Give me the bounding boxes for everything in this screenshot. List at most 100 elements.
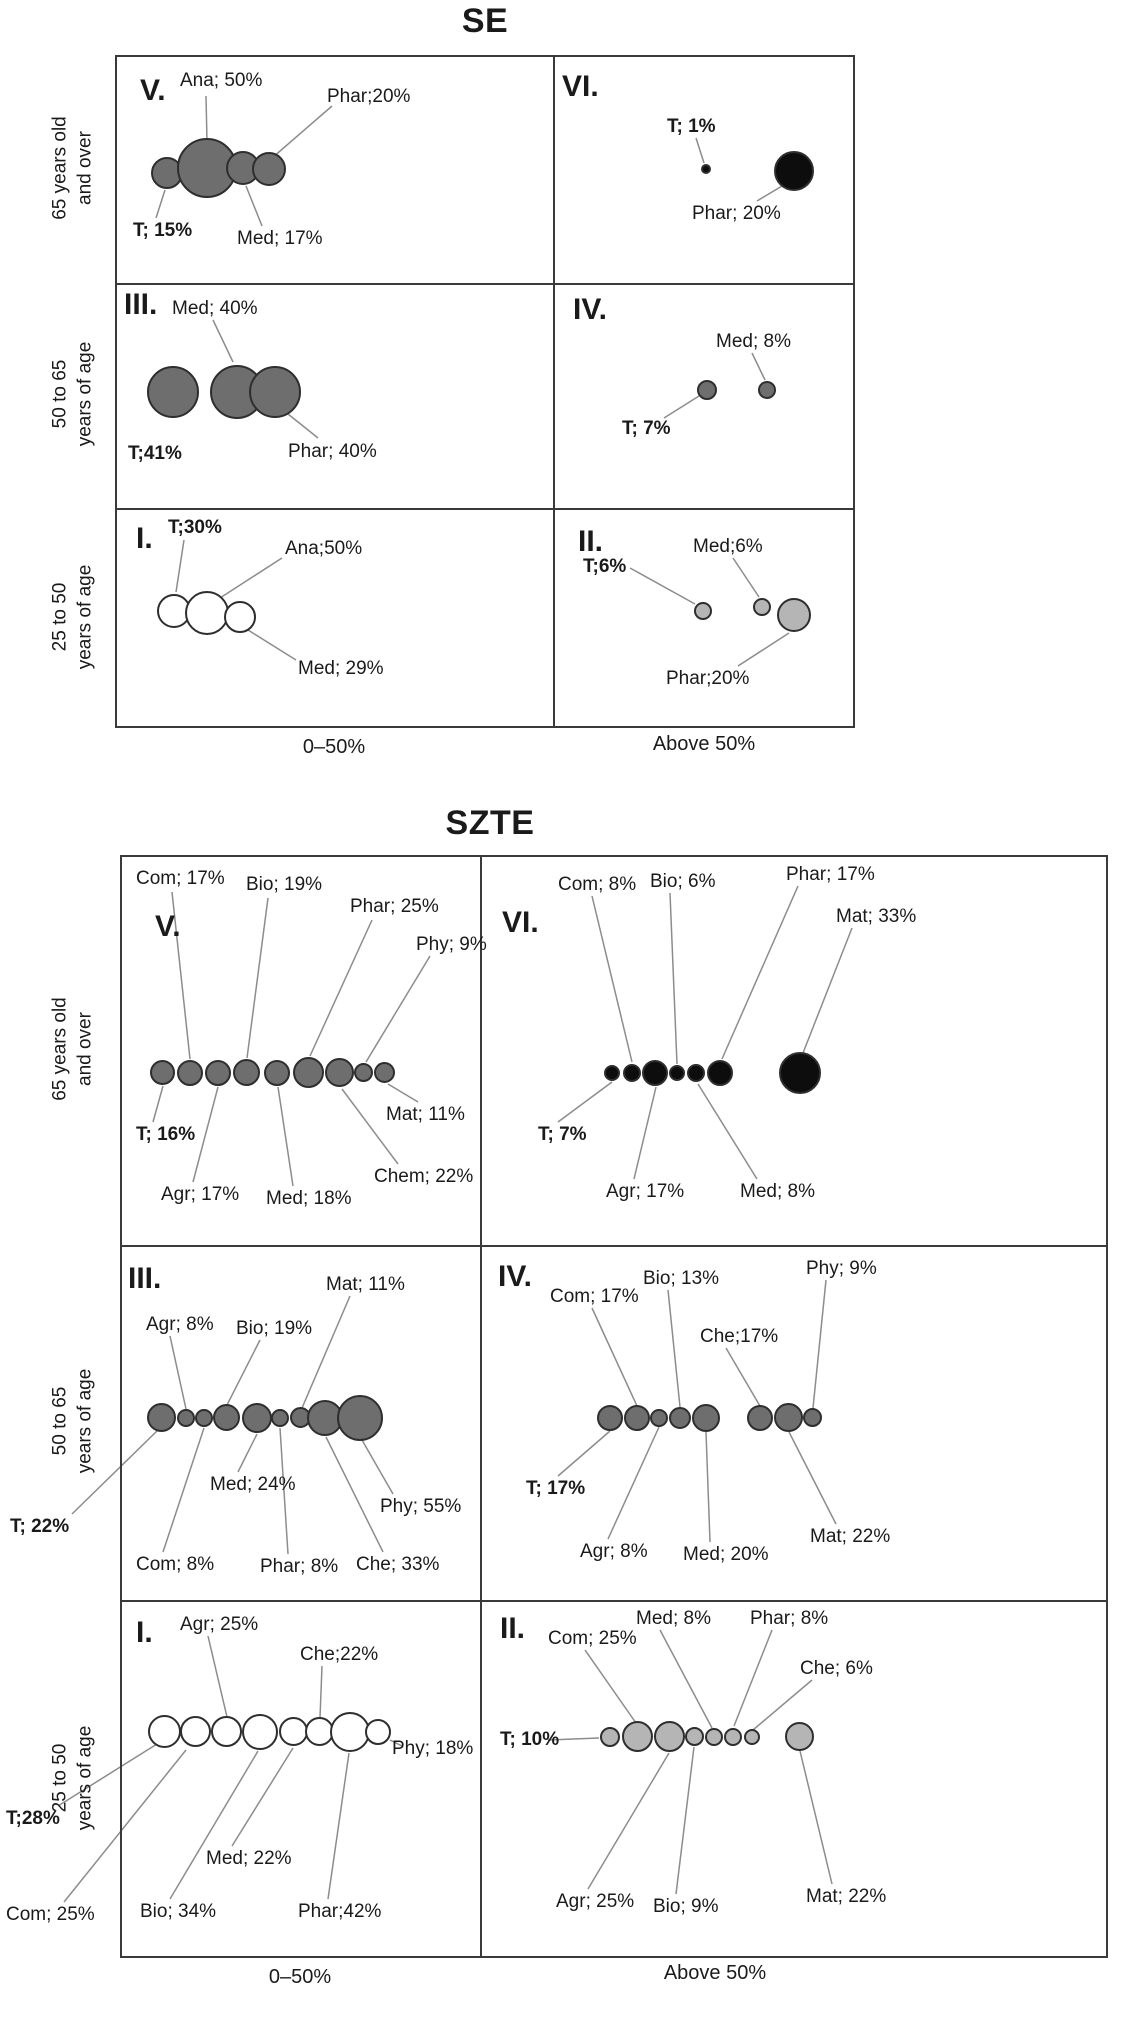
szte-quadrant-iv: IV.	[498, 1260, 532, 1293]
bubble-szte-ii-phar	[724, 1728, 742, 1746]
bubble-szte-iii-com	[195, 1409, 213, 1427]
bubble-szte-iv-mat	[774, 1403, 803, 1432]
bubble-szte-v-phar	[293, 1057, 324, 1088]
se-y-axis-label-row2: 50 to 65 years of age	[49, 341, 96, 447]
bubble-szte-i-agr	[211, 1716, 242, 1747]
bubble-szte-vi-phar	[707, 1060, 733, 1086]
label-szte-ii-agr: Agr; 25%	[556, 1891, 635, 1912]
bubble-szte-i-bio	[242, 1714, 278, 1750]
bubble-szte-v-phy	[354, 1063, 373, 1082]
bubble-szte-v-chem	[325, 1058, 354, 1087]
bubble-se-vi-phar	[774, 151, 814, 191]
label-szte-vi-mat: Mat; 33%	[836, 906, 917, 927]
bubble-szte-vi-com	[623, 1064, 641, 1082]
label-szte-iii-che: Che; 33%	[356, 1554, 440, 1575]
bubble-szte-vi-mat	[779, 1052, 821, 1094]
bubble-szte-vi-t	[604, 1065, 620, 1081]
bubble-se-iii-phar	[249, 366, 301, 418]
szte-quadrant-iii: III.	[128, 1262, 162, 1295]
bubble-se-ii-t	[694, 602, 712, 620]
szte-row-divider-2	[120, 1600, 1108, 1602]
label-se-v-phar: Phar;20%	[327, 86, 411, 107]
bubble-se-i-ana	[185, 591, 229, 635]
se-quadrant-v: V.	[140, 74, 166, 107]
bubble-szte-iv-agr	[650, 1409, 668, 1427]
bubble-szte-i-phar	[330, 1712, 370, 1752]
label-se-iv-med: Med; 8%	[716, 331, 791, 352]
bubble-szte-ii-agr	[654, 1721, 685, 1752]
se-quadrant-i: I.	[136, 522, 153, 555]
label-se-v-t: T; 15%	[133, 220, 193, 241]
bubble-szte-iv-t	[597, 1405, 623, 1431]
bubble-szte-ii-com	[622, 1721, 653, 1752]
label-se-v-med: Med; 17%	[237, 228, 323, 249]
label-se-ii-phar: Phar;20%	[666, 668, 750, 689]
bubble-se-ii-med	[753, 598, 771, 616]
label-szte-v-phy: Phy; 9%	[416, 934, 487, 955]
label-se-i-t: T;30%	[168, 517, 222, 538]
label-szte-iii-agr: Agr; 8%	[146, 1314, 214, 1335]
label-se-vi-t: T; 1%	[667, 116, 716, 137]
label-szte-i-com: Com; 25%	[6, 1904, 95, 1925]
label-szte-i-phar: Phar;42%	[298, 1901, 382, 1922]
se-x-axis-label-right: Above 50%	[652, 733, 756, 755]
bubble-szte-v-med	[264, 1060, 290, 1086]
label-szte-ii-t: T; 10%	[500, 1729, 560, 1750]
bubble-szte-vi-med	[687, 1064, 705, 1082]
label-szte-ii-med: Med; 8%	[636, 1608, 711, 1629]
label-szte-v-t: T; 16%	[136, 1124, 196, 1145]
label-se-vi-phar: Phar; 20%	[692, 203, 781, 224]
bubble-se-ii-phar	[777, 598, 811, 632]
se-y-axis-label-row1: 65 years old and over	[49, 116, 96, 220]
label-szte-iii-mat: Mat; 11%	[326, 1274, 405, 1295]
bubble-szte-iv-phy	[803, 1408, 822, 1427]
szte-y-axis-label-row2: 50 to 65 years of age	[49, 1368, 96, 1474]
se-quadrant-iv: IV.	[573, 293, 607, 326]
szte-quadrant-vi: VI.	[502, 906, 539, 939]
label-szte-ii-phar: Phar; 8%	[750, 1608, 829, 1629]
label-szte-iii-bio: Bio; 19%	[236, 1318, 313, 1339]
se-y-axis-label-row3: 25 to 50 years of age	[49, 564, 96, 670]
label-szte-v-med: Med; 18%	[266, 1188, 352, 1209]
chart-title-szte: SZTE	[445, 804, 535, 842]
label-se-ii-t: T;6%	[583, 556, 627, 577]
label-szte-v-com: Com; 17%	[136, 868, 225, 889]
szte-x-axis-label-left: 0–50%	[268, 1966, 332, 1988]
bubble-se-iv-t	[697, 380, 717, 400]
bubble-szte-i-t	[148, 1715, 181, 1748]
se-quadrant-iii: III.	[124, 288, 158, 321]
bubble-szte-i-phy	[365, 1719, 391, 1745]
bubble-szte-iii-phar	[271, 1409, 289, 1427]
bubble-szte-iii-bio	[213, 1404, 240, 1431]
label-se-iv-t: T; 7%	[622, 418, 671, 439]
bubble-szte-iv-com	[624, 1405, 650, 1431]
label-szte-vi-agr: Agr; 17%	[606, 1181, 685, 1202]
label-szte-iii-med: Med; 24%	[210, 1474, 296, 1495]
label-se-iii-phar: Phar; 40%	[288, 441, 377, 462]
bubble-szte-iii-agr	[177, 1409, 195, 1427]
bubble-szte-vi-agr	[642, 1060, 668, 1086]
bubble-szte-v-t	[150, 1060, 175, 1085]
label-se-iii-med: Med; 40%	[172, 298, 258, 319]
chart-title-se: SE	[461, 2, 509, 40]
bubble-se-iii-t	[147, 366, 199, 418]
bubble-szte-v-com	[177, 1060, 203, 1086]
szte-x-axis-label-right: Above 50%	[663, 1962, 767, 1984]
bubble-szte-v-agr	[205, 1060, 231, 1086]
bubble-szte-iv-med	[692, 1404, 720, 1432]
bubble-szte-ii-mat	[785, 1722, 814, 1751]
szte-column-divider	[480, 855, 482, 1958]
label-szte-iii-t: T; 22%	[10, 1516, 70, 1537]
se-quadrant-ii: II.	[578, 525, 604, 558]
bubble-se-vi-t	[701, 164, 711, 174]
label-szte-iv-che: Che;17%	[700, 1326, 779, 1347]
label-szte-iii-phy: Phy; 55%	[380, 1496, 462, 1517]
label-szte-iii-com: Com; 8%	[136, 1554, 215, 1575]
label-szte-iv-com: Com; 17%	[550, 1286, 639, 1307]
bubble-szte-i-med	[279, 1717, 308, 1746]
label-szte-iv-med: Med; 20%	[683, 1544, 769, 1565]
label-szte-iv-bio: Bio; 13%	[643, 1268, 720, 1289]
bubble-se-v-phar	[252, 152, 286, 186]
szte-quadrant-ii: II.	[500, 1612, 526, 1645]
